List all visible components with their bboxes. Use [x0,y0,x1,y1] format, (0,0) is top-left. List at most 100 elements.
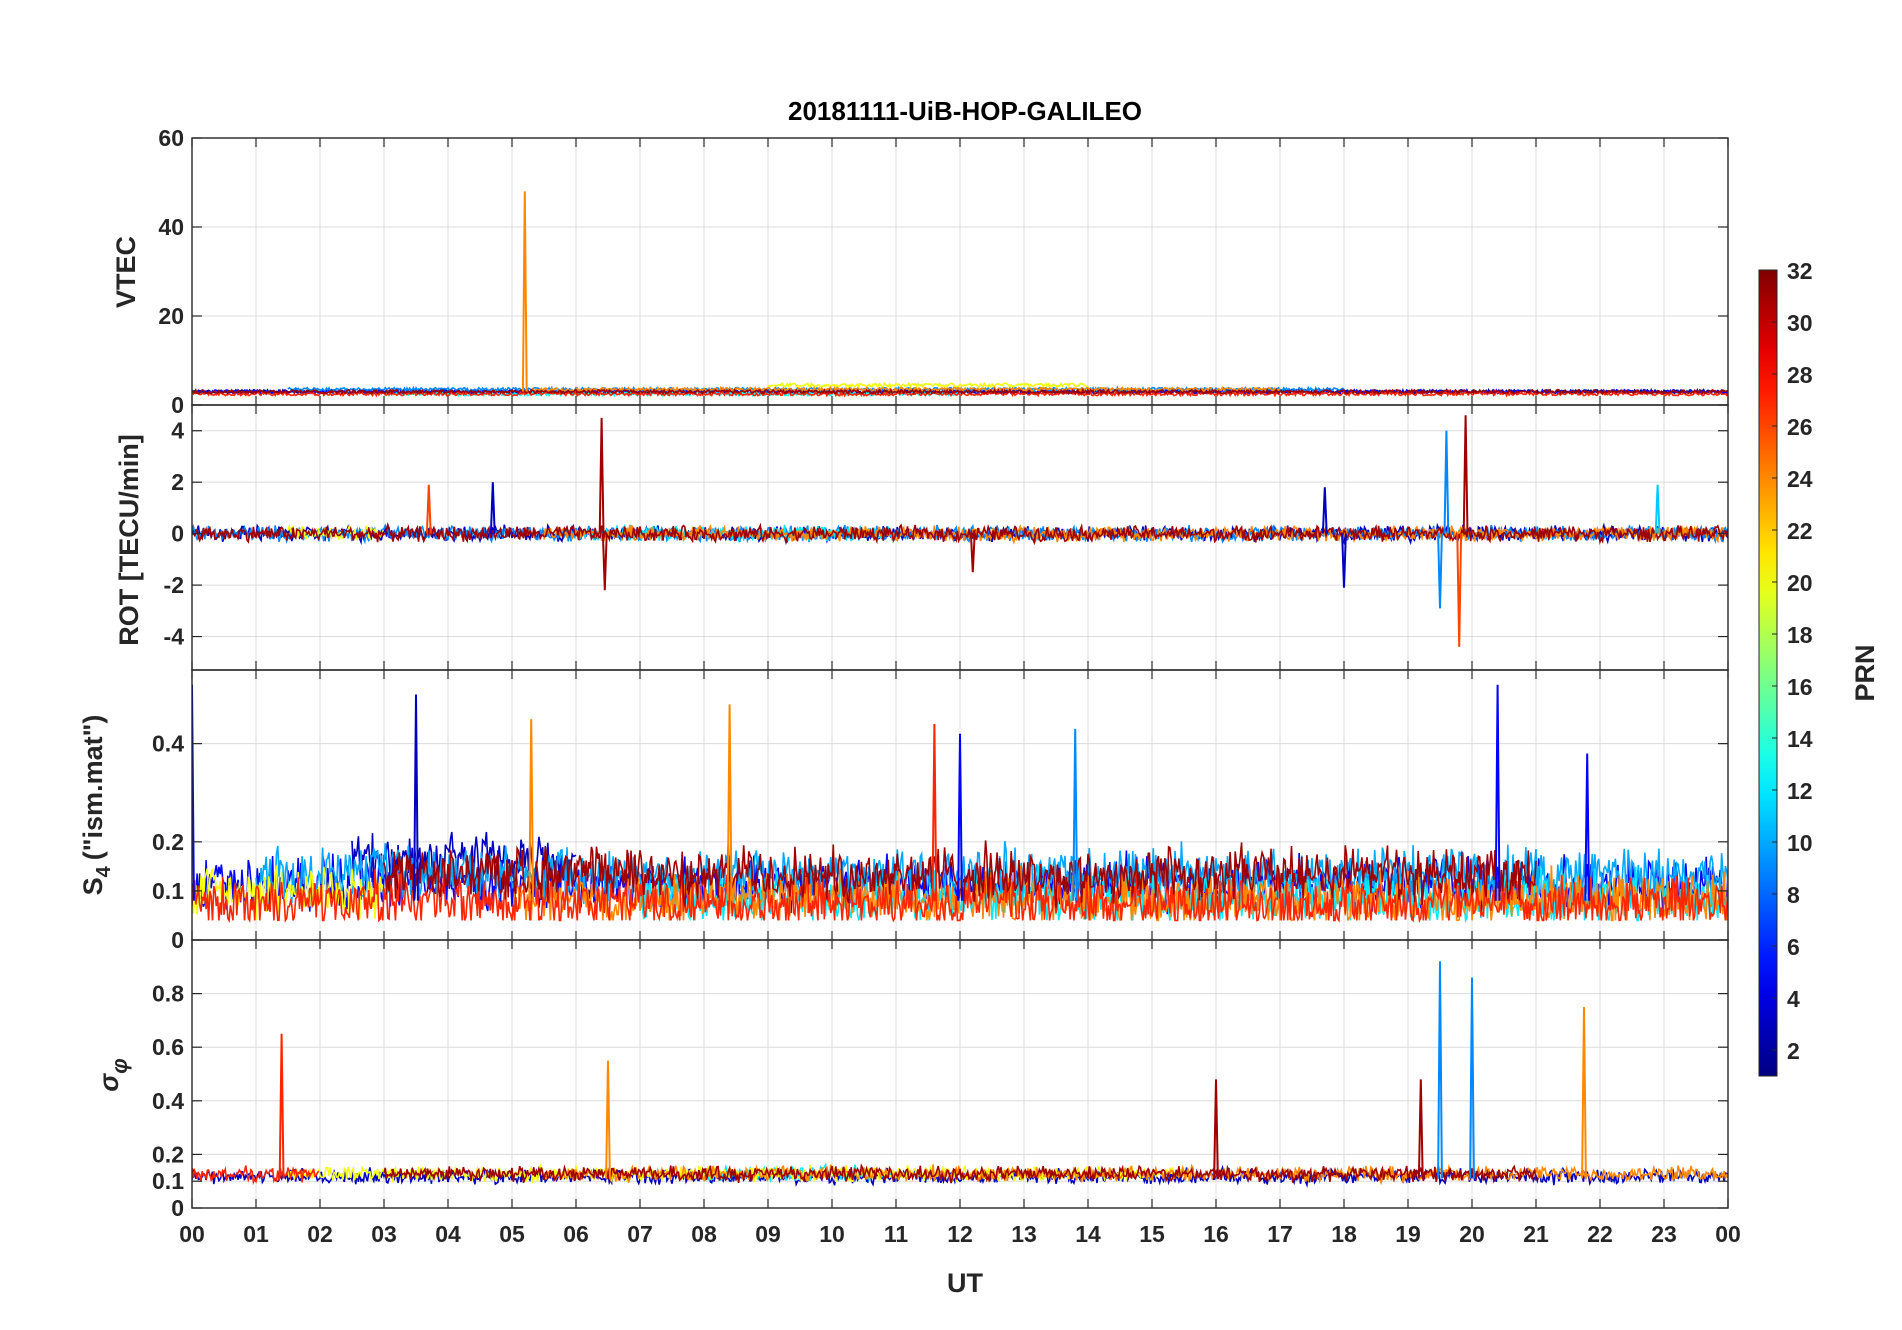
spike [1443,430,1450,534]
x-tick-label: 08 [691,1221,717,1247]
series-group [192,684,1728,924]
spike [521,191,528,392]
y-tick-label: 0 [171,521,184,547]
y-tick-label: 0.2 [152,1141,184,1167]
spike [931,723,938,901]
series-group [192,961,1728,1188]
spike [1437,961,1443,1179]
x-tick-label: 11 [884,1221,909,1247]
y-axis-label-rot: ROT [TECU/min] [114,434,144,645]
y-axis-label-vtec: VTEC [111,236,141,308]
x-tick-label: 12 [947,1221,973,1247]
x-tick-label: 09 [755,1221,781,1247]
colorbar-tick-label: 6 [1787,934,1800,960]
spike [1462,415,1469,534]
spike [601,533,608,591]
x-tick-label: 06 [563,1221,589,1247]
spike [1437,533,1443,609]
colorbar-tick-label: 10 [1787,830,1813,856]
spike [278,1033,285,1179]
colorbar-tick-label: 18 [1787,622,1813,648]
x-tick-label: 04 [435,1221,461,1247]
y-tick-label: 0.2 [152,829,184,855]
series-group [192,415,1728,647]
colorbar-tick-label: 4 [1787,986,1800,1012]
y-tick-label: 0.4 [152,731,184,757]
spike [1321,487,1328,534]
x-tick-label: 00 [1715,1221,1741,1247]
y-tick-label: 0.1 [152,1168,184,1194]
y-tick-label: 0.6 [152,1034,184,1060]
colorbar-tick-label: 2 [1787,1038,1800,1064]
y-tick-label: 0 [171,392,184,418]
spike [528,719,535,901]
colorbar-tick-label: 16 [1787,674,1813,700]
spike [726,704,733,901]
colorbar-tick-label: 14 [1787,726,1813,752]
series-group [192,191,1728,398]
spike [413,694,419,901]
x-tick-label: 19 [1395,1221,1421,1247]
y-tick-label: 0.8 [152,981,184,1007]
spike [1494,684,1501,901]
panel-sigphi: 00.10.20.40.60.8σφ [94,939,1729,1221]
series-prn-20 [767,381,1089,389]
x-tick-label: 00 [179,1221,205,1247]
x-tick-label: 20 [1459,1221,1485,1247]
spike [489,482,496,534]
panel-vtec: 0 20 40 60 VTEC [111,125,1729,418]
colorbar-tick-label: 8 [1787,882,1800,908]
spike [1417,1079,1424,1179]
spike [425,484,432,534]
spike [1581,1006,1587,1179]
colorbar-tick-label: 22 [1787,518,1813,544]
spike [605,1060,611,1179]
x-tick-label: 15 [1139,1221,1165,1247]
spike [1213,1079,1219,1179]
spike [957,733,963,901]
y-tick-label: 20 [158,303,184,329]
spike [1584,753,1591,901]
x-tick-label: 01 [243,1221,269,1247]
y-tick-label: 0.4 [152,1088,184,1114]
series-prn-31 [383,1163,1537,1184]
spike [1341,533,1347,588]
y-tick-label: 0.1 [152,878,184,904]
series-prn-3 [351,831,577,889]
y-tick-label: 2 [171,469,184,495]
series-prn-31 [192,387,1728,396]
spike [1469,977,1475,1179]
series-prn-31 [192,522,1728,546]
spike [969,533,976,573]
y-tick-label: -2 [164,572,184,598]
x-tick-label: 03 [371,1221,397,1247]
y-tick-label: 40 [158,214,184,240]
x-tick-label: 22 [1587,1221,1613,1247]
panel-rot: -4 -2 0 2 4 ROT [TECU/min] [114,404,1729,671]
colorbar-tick-label: 30 [1787,310,1813,336]
y-tick-label: 4 [171,418,184,444]
series-prn-3 [192,1164,1728,1188]
colorbar-gradient [1758,269,1778,1077]
series-prn-31 [383,840,1537,908]
y-tick-label: -4 [164,624,185,650]
x-tick-label: 13 [1011,1221,1037,1247]
x-tick-label: 14 [1075,1221,1101,1247]
x-tick-label: 23 [1651,1221,1677,1247]
colorbar-tick-label: 28 [1787,362,1813,388]
spike [1456,533,1463,647]
colorbar-tick-label: 26 [1787,414,1813,440]
x-tick-label: 02 [307,1221,333,1247]
y-tick-label: 0 [171,1195,184,1221]
spike [1072,728,1079,901]
spike [1654,484,1661,534]
colorbar-tick-label: 32 [1787,258,1813,284]
y-tick-label: 60 [158,125,184,151]
series-prn-27 [192,1165,320,1186]
colorbar-tick-label: 12 [1787,778,1813,804]
colorbar-label: PRN [1850,644,1880,701]
colorbar-tick-label: 24 [1787,466,1813,492]
